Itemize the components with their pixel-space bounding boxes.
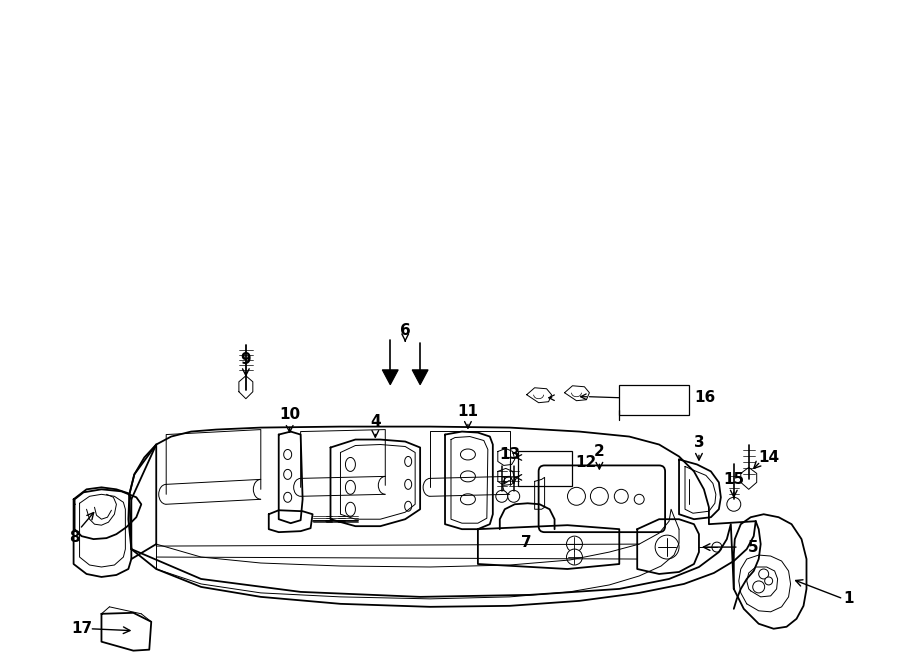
Circle shape xyxy=(765,577,772,585)
Text: 13: 13 xyxy=(500,447,520,462)
Circle shape xyxy=(566,549,582,565)
Text: 9: 9 xyxy=(240,352,251,368)
Circle shape xyxy=(712,542,722,552)
Text: 5: 5 xyxy=(747,539,758,555)
Text: 7: 7 xyxy=(521,535,532,549)
Text: 3: 3 xyxy=(694,435,705,450)
Text: 14: 14 xyxy=(758,450,779,465)
Text: 6: 6 xyxy=(400,323,410,338)
Text: 2: 2 xyxy=(594,444,605,459)
Circle shape xyxy=(727,497,741,511)
Circle shape xyxy=(590,487,608,505)
Circle shape xyxy=(655,535,679,559)
Text: 11: 11 xyxy=(457,404,479,419)
Text: 10: 10 xyxy=(279,407,301,422)
Text: 12: 12 xyxy=(575,455,597,470)
Circle shape xyxy=(615,489,628,503)
Text: 16: 16 xyxy=(694,390,716,405)
Polygon shape xyxy=(382,370,398,385)
Circle shape xyxy=(508,490,519,502)
Text: 1: 1 xyxy=(843,592,853,606)
Text: 4: 4 xyxy=(370,414,381,429)
Text: 17: 17 xyxy=(71,621,92,637)
Circle shape xyxy=(568,487,585,505)
Text: 8: 8 xyxy=(69,529,80,545)
Polygon shape xyxy=(412,370,428,385)
Circle shape xyxy=(759,569,769,579)
Circle shape xyxy=(634,494,644,504)
Circle shape xyxy=(496,490,508,502)
Circle shape xyxy=(752,581,765,593)
Circle shape xyxy=(566,536,582,552)
Text: 15: 15 xyxy=(724,472,744,487)
